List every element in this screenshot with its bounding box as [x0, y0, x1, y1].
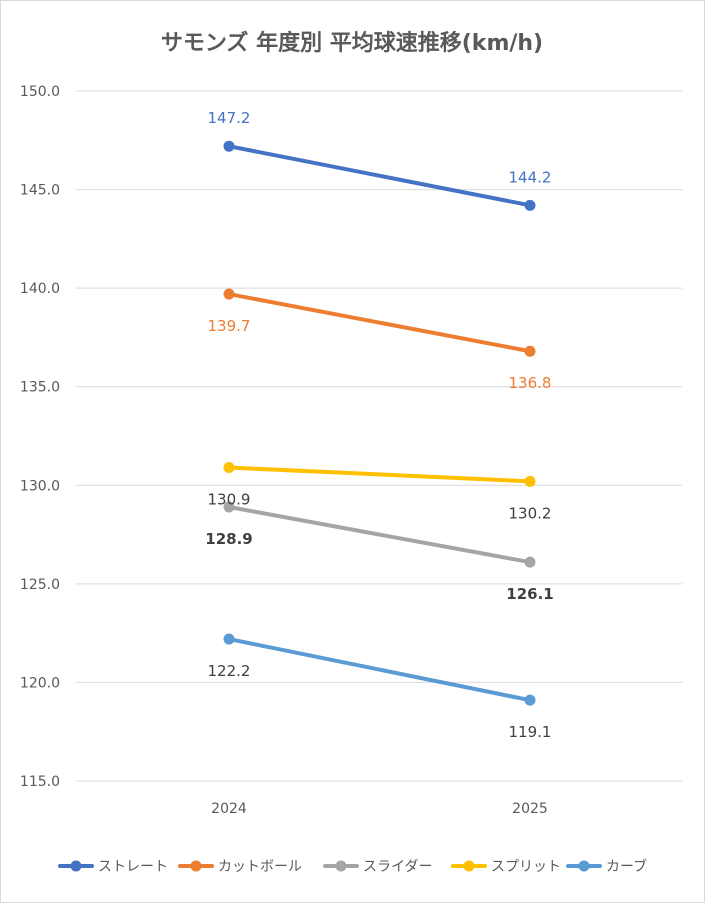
series-line	[227, 292, 532, 354]
legend-item: スプリット	[451, 859, 561, 875]
legend: ストレート カットボール スライダー スプリット カーブ	[58, 858, 647, 875]
y-tick-label: 115.0	[20, 774, 60, 790]
series-line	[227, 465, 532, 484]
data-point	[223, 288, 235, 300]
legend-swatch-marker	[463, 860, 475, 872]
series-line	[227, 637, 532, 703]
gridlines	[76, 90, 682, 782]
y-tick-label: 125.0	[20, 577, 60, 593]
y-tick-label: 135.0	[20, 380, 60, 396]
data-label: 126.1	[506, 585, 553, 603]
legend-label: スプリット	[491, 859, 561, 875]
data-label: 147.2	[208, 109, 251, 127]
legend-swatch-marker	[578, 860, 590, 872]
legend-label: ストレート	[98, 859, 168, 875]
legend-swatch-marker	[70, 860, 82, 872]
legend-swatch-marker	[190, 860, 202, 872]
data-label: 128.9	[205, 530, 252, 548]
data-label: 139.7	[208, 317, 251, 335]
data-point	[223, 140, 235, 152]
x-axis: 2024 2025	[211, 801, 548, 817]
legend-swatch-marker	[335, 860, 347, 872]
data-label: 130.9	[208, 491, 251, 509]
legend-label: カーブ	[606, 858, 647, 875]
y-tick-label: 120.0	[20, 675, 60, 691]
data-point	[524, 556, 536, 568]
data-label: 130.2	[509, 504, 552, 522]
y-axis: 115.0 120.0 125.0 130.0 135.0 140.0 145.0 150.0	[20, 84, 60, 790]
legend-item: スライダー	[323, 859, 432, 875]
data-point	[223, 501, 235, 513]
chart-title: サモンズ 年度別 平均球速推移(km/h)	[161, 30, 543, 56]
x-tick-label: 2024	[211, 801, 247, 817]
legend-label: スライダー	[363, 859, 432, 875]
y-tick-label: 130.0	[20, 478, 60, 494]
data-labels: 147.2 144.2 139.7 136.8 128.9 126.1 130.9 130.2…	[205, 109, 553, 741]
data-point	[223, 462, 235, 474]
series-line	[227, 144, 532, 208]
series-line	[227, 504, 532, 565]
legend-item: カットボール	[178, 859, 302, 875]
data-point	[223, 633, 235, 645]
data-label: 136.8	[509, 374, 552, 392]
y-tick-label: 140.0	[20, 281, 60, 297]
legend-item: ストレート	[58, 859, 168, 875]
data-point	[524, 694, 536, 706]
series-lines	[223, 140, 536, 706]
legend-label: カットボール	[218, 859, 302, 875]
data-point	[524, 345, 536, 357]
data-label: 122.2	[208, 662, 251, 680]
legend-item: カーブ	[566, 858, 647, 875]
data-point	[524, 199, 536, 211]
data-label: 144.2	[509, 168, 552, 186]
x-tick-label: 2025	[512, 801, 548, 817]
y-tick-label: 145.0	[20, 183, 60, 199]
data-point	[524, 475, 536, 487]
data-label: 119.1	[509, 723, 552, 741]
y-tick-label: 150.0	[20, 84, 60, 100]
